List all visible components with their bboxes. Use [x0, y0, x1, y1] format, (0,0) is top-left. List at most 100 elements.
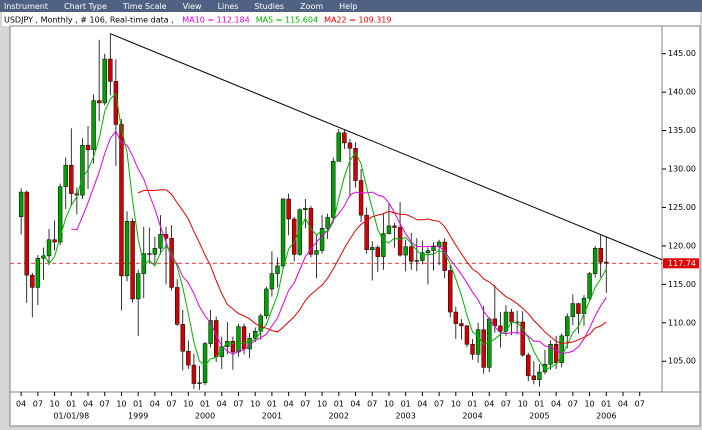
menu-item[interactable]: Zoom — [300, 2, 323, 11]
candle-body — [57, 186, 63, 243]
year-label: 1999 — [128, 412, 148, 421]
year-label: 2000 — [195, 412, 215, 421]
candle-body — [598, 247, 603, 263]
candle-body — [102, 58, 107, 104]
x-tick-label: 04 — [150, 400, 160, 409]
menu-item[interactable]: Instrument — [4, 2, 48, 11]
x-tick-label: 04 — [284, 400, 294, 409]
candle-body — [119, 124, 124, 277]
candle-body — [169, 237, 174, 288]
candle-body — [286, 198, 291, 220]
candle-body — [604, 261, 609, 264]
menu-item[interactable]: View — [183, 2, 202, 11]
x-tick-label: 04 — [417, 400, 427, 409]
plot-content — [10, 33, 662, 390]
candle-body — [108, 58, 113, 82]
time-axis — [9, 391, 701, 427]
x-tick-label: 10 — [250, 400, 260, 409]
candle-body — [542, 364, 548, 373]
year-label: 2003 — [395, 412, 415, 421]
year-label: 01/01/98 — [53, 412, 89, 421]
candle-body — [386, 225, 392, 234]
y-tick-label: 120.00 — [668, 241, 696, 250]
candle-body — [548, 344, 553, 365]
candle-body — [325, 217, 330, 229]
candle-body — [403, 246, 408, 256]
menu-item[interactable]: Time Scale — [122, 2, 167, 11]
candle-body — [35, 257, 41, 288]
x-tick-label: 07 — [233, 400, 243, 409]
year-label: 2006 — [596, 412, 616, 421]
menu: Instrument Chart Type Time Scale View Lines S… — [4, 2, 357, 11]
x-tick-label: 10 — [116, 400, 126, 409]
moving-average-line — [42, 92, 607, 371]
x-tick-label: 07 — [568, 400, 578, 409]
last-price-label: 117.74 — [668, 259, 696, 268]
x-tick-label: 10 — [183, 400, 193, 409]
candle-body — [230, 341, 236, 353]
info-line: USDJPY , Monthly , # 106, Real-time data… — [4, 15, 392, 24]
candle-body — [453, 311, 459, 324]
x-tick-label: 07 — [635, 400, 645, 409]
candle-body — [520, 321, 525, 356]
moving-average-line — [71, 130, 607, 355]
candle-body — [481, 329, 486, 368]
candle-body — [587, 273, 592, 299]
candle-body — [509, 311, 514, 323]
x-tick-label: 07 — [367, 400, 377, 409]
candle-body — [475, 329, 481, 355]
candle-body — [297, 209, 302, 255]
candle-body — [464, 325, 470, 345]
candle-body — [30, 274, 35, 288]
x-tick-label: 01 — [200, 400, 210, 409]
x-tick-label: 01 — [267, 400, 277, 409]
candle-body — [124, 221, 130, 277]
menu-item[interactable]: Lines — [218, 2, 239, 11]
menu-item[interactable]: Chart Type — [64, 2, 107, 11]
y-tick-label: 110.00 — [668, 318, 696, 327]
x-tick-label: 07 — [167, 400, 177, 409]
candle-body — [470, 344, 475, 355]
candle-body — [459, 323, 464, 327]
candle-body — [280, 198, 286, 267]
candle-body — [570, 303, 576, 317]
x-tick-label: 04 — [217, 400, 227, 409]
x-tick-label: 07 — [100, 400, 110, 409]
candle-body — [409, 246, 414, 262]
x-tick-label: 01 — [334, 400, 344, 409]
candle-body — [96, 100, 102, 104]
candle-body — [537, 371, 542, 380]
x-tick-label: 10 — [518, 400, 528, 409]
candle-body — [319, 227, 325, 251]
candle-body — [331, 161, 336, 218]
x-tick-label: 04 — [551, 400, 561, 409]
x-tick-label: 04 — [83, 400, 93, 409]
candle-body — [358, 180, 364, 216]
candle-body — [24, 191, 29, 276]
y-tick-label: 135.00 — [668, 126, 696, 135]
candle-body — [258, 315, 263, 332]
candle-body — [269, 273, 275, 290]
candle-body — [275, 265, 280, 274]
x-tick-label: 04 — [350, 400, 360, 409]
candle-body — [135, 273, 141, 300]
menu-item[interactable]: Help — [339, 2, 357, 11]
menu-bar — [0, 0, 702, 12]
candle-body — [63, 164, 68, 187]
candle-body — [252, 331, 258, 339]
candle-body — [18, 191, 24, 217]
candle-body — [152, 247, 158, 255]
candle-body — [130, 221, 135, 300]
candle-body — [531, 375, 537, 380]
y-tick-label: 130.00 — [668, 165, 696, 174]
x-tick-label: 01 — [467, 400, 477, 409]
x-tick-label: 10 — [49, 400, 59, 409]
menu-item[interactable]: Studies — [254, 2, 284, 11]
candle-body — [46, 239, 52, 257]
candle-body — [191, 364, 197, 384]
x-tick-label: 01 — [601, 400, 611, 409]
candle-body — [236, 326, 241, 353]
candle-body — [498, 325, 503, 332]
candle-body — [347, 142, 353, 149]
candle-body — [414, 260, 420, 262]
